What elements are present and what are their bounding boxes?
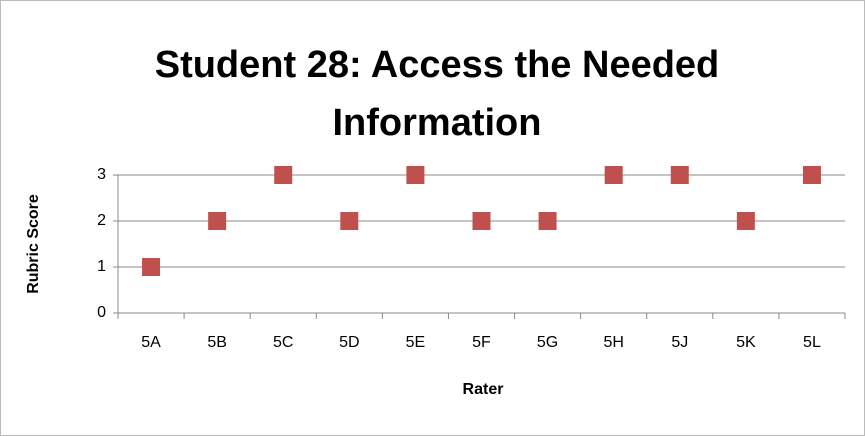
y-tick-label: 0 [97,304,106,321]
y-axis-label: Rubric Score [25,194,42,294]
x-tick-label: 5K [736,334,756,351]
x-tick-label: 5J [671,334,688,351]
marker [604,166,623,184]
x-tick-label: 5L [803,334,821,351]
y-tick-label: 3 [97,166,106,183]
marker [670,166,689,184]
marker [208,212,227,230]
x-tick-label: 5D [339,334,359,351]
x-tick-label: 5B [207,334,227,351]
marker [538,212,557,230]
y-tick-label: 2 [97,212,106,229]
x-tick-label: 5C [273,334,293,351]
marker [802,166,821,184]
marker [736,212,755,230]
x-tick-label: 5G [537,334,558,351]
marker [142,258,161,276]
x-tick-label: 5H [603,334,623,351]
x-tick-label: 5F [472,334,491,351]
marker [472,212,491,230]
marker [406,166,425,184]
chart-title: Student 28: Access the Needed Informatio… [154,44,720,144]
marker [340,212,359,230]
marker [274,166,293,184]
x-axis-label: Rater [463,381,504,398]
x-tick-label: 5E [406,334,426,351]
y-tick-label: 1 [97,258,106,275]
x-tick-label: 5A [141,334,161,351]
